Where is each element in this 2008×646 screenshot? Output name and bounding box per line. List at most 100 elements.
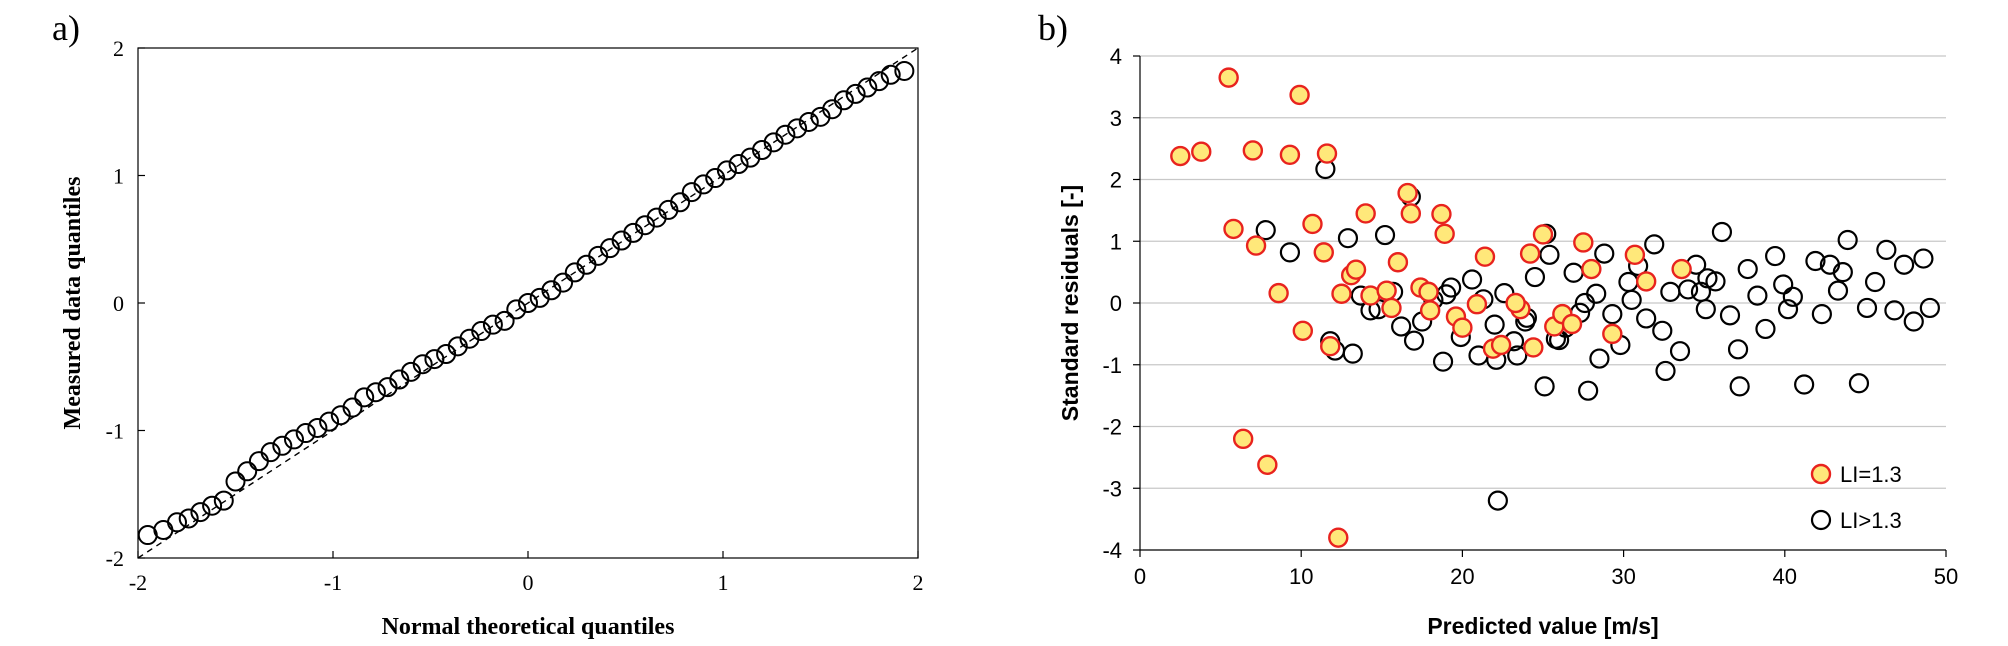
panel-b-point-li-eq <box>1466 294 1488 315</box>
panel-a-data-point <box>775 124 796 145</box>
panel-b-point-li-gt <box>1534 376 1555 397</box>
panel-b-point-li-eq <box>1434 223 1455 245</box>
panel-b-point-li-eq <box>1170 145 1191 167</box>
panel-a-y-tick-label: -1 <box>106 419 124 444</box>
panel-b-point-li-gt <box>1602 304 1623 325</box>
panel-b-point-li-gt <box>1827 280 1849 301</box>
panel-a-data-point <box>295 423 316 444</box>
panel-b-point-li-eq <box>1316 143 1338 164</box>
panel-b-point-li-eq <box>1532 224 1554 245</box>
panel-b-point-li-eq <box>1355 203 1376 224</box>
panel-b-point-li-gt <box>1589 348 1610 369</box>
panel-b-point-li-eq <box>1523 337 1544 358</box>
panel-a-data-point <box>693 174 714 195</box>
panel-b-point-li-gt <box>1636 308 1657 329</box>
panel-b-point-li-gt <box>1856 297 1878 319</box>
panel-b-point-li-gt <box>1690 281 1712 302</box>
panel-b-point-li-gt <box>1403 330 1425 351</box>
panel-b-label: b) <box>1038 8 1068 48</box>
panel-a-data-point <box>213 490 234 511</box>
panel-b-point-li-gt <box>1644 234 1665 255</box>
panel-a-y-tick-label: 0 <box>113 291 124 316</box>
panel-b-y-tick-label: -3 <box>1102 476 1122 501</box>
panel-a-data-point <box>153 519 174 540</box>
panel-a-data-point <box>471 321 492 342</box>
panel-a-data-point <box>412 354 433 375</box>
panel-a-x-tick-label: 1 <box>718 570 729 595</box>
panel-b-point-li-gt <box>1391 316 1412 337</box>
panel-b-point-li-eq <box>1279 144 1301 166</box>
panel-a-y-tick-label: 1 <box>113 164 124 189</box>
panel-b-point-li-eq <box>1257 454 1278 475</box>
panel-b-point-li-gt <box>1711 221 1733 243</box>
panel-b-point-li-gt <box>1255 220 1276 241</box>
panel-b-point-li-gt <box>1279 242 1301 263</box>
panel-b-point-li-eq <box>1331 283 1352 304</box>
panel-b-point-li-gt <box>1773 274 1794 295</box>
panel-b-y-tick-label: 3 <box>1110 106 1122 131</box>
panel-b-x-axis-title: Predicted value [m/s] <box>1427 613 1658 639</box>
panel-b-point-li-gt <box>1594 243 1615 264</box>
panel-b-point-li-gt <box>1848 373 1870 394</box>
panel-a-data-point <box>728 154 749 175</box>
panel-b-point-li-eq <box>1561 313 1583 335</box>
panel-b-point-li-gt <box>1864 271 1886 293</box>
panel-b-point-li-eq <box>1671 258 1692 280</box>
panel-a-y-tick-label: -2 <box>106 546 124 571</box>
panel-b-y-tick-label: 4 <box>1110 44 1122 69</box>
panel-b-point-li-eq <box>1289 84 1310 106</box>
legend-label-li-gt: LI>1.3 <box>1840 508 1902 533</box>
panel-a-data-point <box>272 435 293 456</box>
panel-b-point-li-gt <box>1618 271 1639 293</box>
panel-b-y-tick-label: 0 <box>1110 291 1122 316</box>
panel-a-x-axis-title: Normal theoretical quantiles <box>382 614 675 640</box>
legend-marker-li-eq <box>1810 463 1832 485</box>
panel-b-point-li-gt <box>1432 351 1454 372</box>
panel-b-point-li-gt <box>1837 229 1858 251</box>
panel-b-point-li-gt <box>1655 360 1676 382</box>
panel-b-point-li-eq <box>1490 334 1512 356</box>
panel-b-point-li-gt <box>1782 286 1803 307</box>
panel-a-data-point <box>354 387 375 408</box>
panel-a-x-tick-label: -2 <box>129 570 147 595</box>
panel-b-point-li-eq <box>1320 336 1341 357</box>
panel-a-data-point <box>894 60 915 81</box>
panel-b-point-li-gt <box>1524 266 1546 288</box>
panel-b-x-tick-label: 0 <box>1134 564 1146 589</box>
panel-a-data-point <box>365 382 386 403</box>
panel-a-data-point <box>202 495 223 516</box>
panel-b-x-tick-label: 30 <box>1611 564 1635 589</box>
panel-a-qq-plot: a) -2 -1 0 1 2 -2 -1 0 1 2 Normal theoretical qua… <box>52 8 924 640</box>
panel-b-x-tick-label: 10 <box>1289 564 1313 589</box>
panel-b-point-li-eq <box>1292 320 1314 341</box>
legend-marker-li-gt <box>1810 509 1832 531</box>
legend-label-li-eq: LI=1.3 <box>1840 462 1902 487</box>
panel-a-data-point <box>716 160 737 181</box>
panel-b-point-li-eq <box>1635 271 1657 292</box>
panel-b-point-li-eq <box>1268 282 1289 304</box>
panel-b-point-li-gt <box>1811 304 1832 325</box>
panel-b-y-tick-label: -2 <box>1102 415 1122 440</box>
panel-a-data-point <box>880 64 901 85</box>
panel-b-point-li-gt <box>1563 262 1584 283</box>
panel-b-point-li-eq <box>1452 317 1473 338</box>
panel-b-point-li-gt <box>1777 299 1799 320</box>
panel-a-data-point <box>833 90 854 111</box>
panel-a-reference-line <box>137 47 919 559</box>
panel-a-data-point <box>518 293 538 313</box>
panel-b-legend: LI=1.3 LI>1.3 <box>1810 462 1902 533</box>
panel-b-point-li-gt <box>1487 490 1508 511</box>
panel-b-y-axis-title: Standard residuals [-] <box>1057 185 1083 421</box>
panel-a-data-point <box>482 314 503 335</box>
panel-a-data-point <box>178 508 199 529</box>
panel-b-point-li-eq <box>1474 246 1496 267</box>
panel-a-data-point <box>248 451 269 472</box>
panel-b-point-li-gt <box>1507 345 1528 366</box>
panel-a-data-point <box>845 83 866 104</box>
panel-a-data-point <box>225 471 246 492</box>
panel-b-point-li-gt <box>1893 254 1915 275</box>
panel-b-point-li-gt <box>1727 339 1749 360</box>
panel-b-point-li-eq <box>1505 292 1526 314</box>
panel-b-point-li-eq <box>1602 323 1623 345</box>
